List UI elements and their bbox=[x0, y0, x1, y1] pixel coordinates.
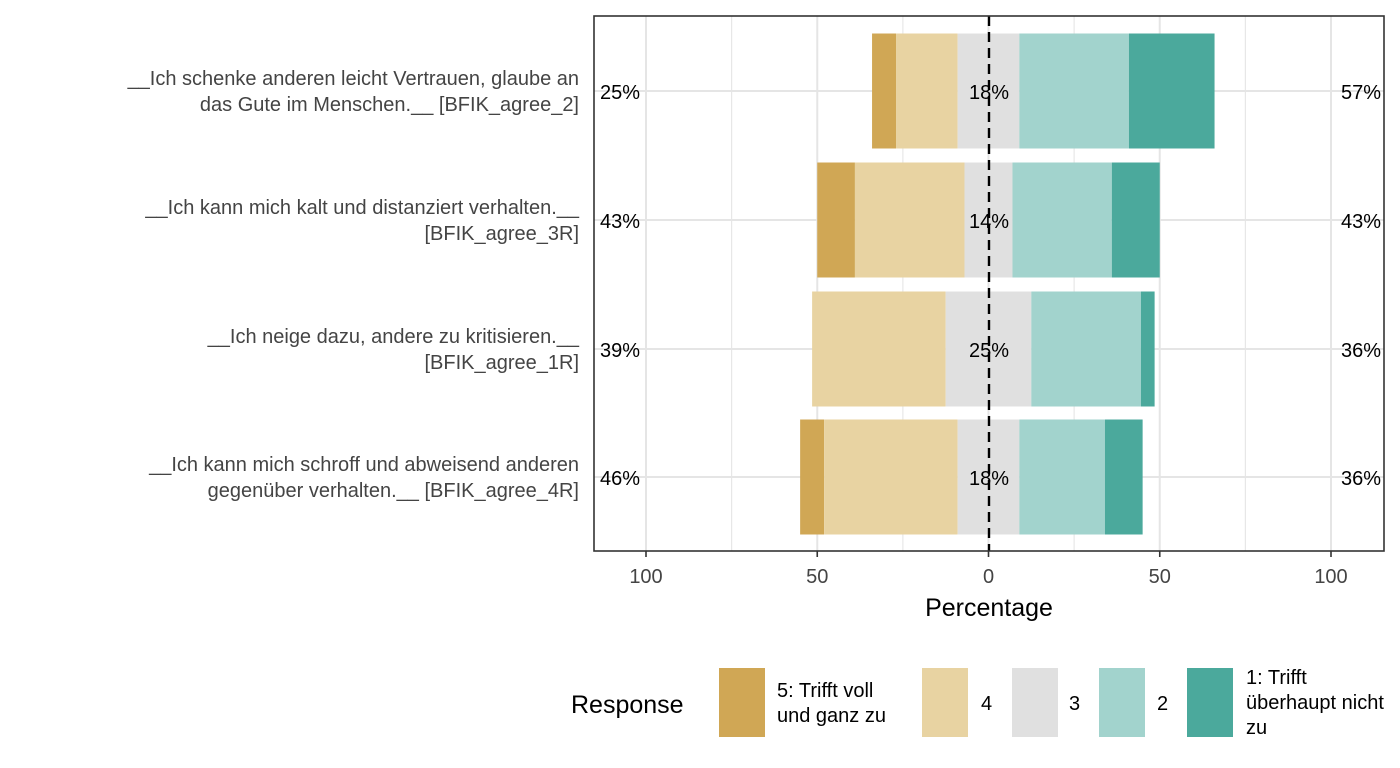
bar-segment-1 bbox=[1128, 33, 1215, 149]
bar-segment-4 bbox=[812, 291, 946, 407]
y-axis-label: gegenüber verhalten.__ [BFIK_agree_4R] bbox=[208, 480, 579, 502]
legend-label: 1: Trifft bbox=[1246, 667, 1307, 689]
bar-segment-5 bbox=[817, 162, 855, 278]
right-percent-label: 36% bbox=[1341, 468, 1381, 490]
x-tick-label: 100 bbox=[629, 566, 662, 588]
x-axis-ticks: 100 50 0 50 100 bbox=[629, 551, 1348, 588]
y-axis-labels: __Ich schenke anderen leicht Vertrauen, … bbox=[127, 68, 580, 502]
x-tick-label: 50 bbox=[1149, 566, 1171, 588]
y-axis-label: __Ich neige dazu, andere zu kritisieren.… bbox=[207, 326, 580, 348]
center-percent-label: 18% bbox=[969, 468, 1009, 490]
y-axis-label: __Ich kann mich kalt und distanziert ver… bbox=[144, 197, 579, 219]
y-axis-label: __Ich schenke anderen leicht Vertrauen, … bbox=[127, 68, 579, 90]
right-percent-label: 43% bbox=[1341, 211, 1381, 233]
legend-label: 3 bbox=[1069, 693, 1080, 715]
legend: Response 5: Trifft voll und ganz zu 4 3 2 1: … bbox=[571, 667, 1384, 739]
bar-segment-5 bbox=[800, 419, 825, 535]
legend-label: 2 bbox=[1157, 693, 1168, 715]
legend-label: und ganz zu bbox=[777, 705, 886, 727]
x-axis-title: Percentage bbox=[925, 594, 1053, 622]
legend-label: 5: Trifft voll bbox=[777, 680, 873, 702]
bar-segment-1 bbox=[1140, 291, 1155, 407]
bar-segment-2 bbox=[1031, 291, 1141, 407]
legend-key bbox=[1099, 668, 1145, 737]
bar-segment-5 bbox=[872, 33, 897, 149]
bar-stacks bbox=[800, 33, 1215, 535]
bar-segment-4 bbox=[854, 162, 965, 278]
center-percent-label: 14% bbox=[969, 211, 1009, 233]
bar-segment-2 bbox=[1019, 419, 1105, 535]
bar-segment-1 bbox=[1111, 162, 1160, 278]
bar-segment-4 bbox=[824, 419, 958, 535]
bar-segment-2 bbox=[1019, 33, 1129, 149]
legend-label: zu bbox=[1246, 717, 1267, 739]
x-tick-label: 50 bbox=[806, 566, 828, 588]
bar-segment-4 bbox=[896, 33, 958, 149]
y-axis-label: [BFIK_agree_3R] bbox=[424, 223, 579, 245]
legend-label: 4 bbox=[981, 693, 992, 715]
bar-segment-2 bbox=[1012, 162, 1112, 278]
left-percent-label: 39% bbox=[600, 340, 640, 362]
legend-key bbox=[1012, 668, 1058, 737]
x-tick-label: 0 bbox=[983, 566, 994, 588]
y-axis-label: __Ich kann mich schroff und abweisend an… bbox=[148, 454, 579, 476]
percent-labels: 25% 18% 57% 43% 14% 43% 39% 25% 36% 46% 18% 36% bbox=[600, 82, 1381, 490]
y-axis-label: [BFIK_agree_1R] bbox=[424, 352, 579, 374]
legend-key bbox=[1187, 668, 1233, 737]
x-tick-label: 100 bbox=[1314, 566, 1347, 588]
legend-title: Response bbox=[571, 691, 684, 719]
left-percent-label: 43% bbox=[600, 211, 640, 233]
left-percent-label: 25% bbox=[600, 82, 640, 104]
y-axis-label: das Gute im Menschen.__ [BFIK_agree_2] bbox=[200, 94, 579, 116]
legend-key bbox=[719, 668, 765, 737]
left-percent-label: 46% bbox=[600, 468, 640, 490]
bar-segment-1 bbox=[1104, 419, 1143, 535]
legend-key bbox=[922, 668, 968, 737]
legend-label: überhaupt nicht bbox=[1246, 692, 1384, 714]
right-percent-label: 36% bbox=[1341, 340, 1381, 362]
right-percent-label: 57% bbox=[1341, 82, 1381, 104]
center-percent-label: 25% bbox=[969, 340, 1009, 362]
center-percent-label: 18% bbox=[969, 82, 1009, 104]
